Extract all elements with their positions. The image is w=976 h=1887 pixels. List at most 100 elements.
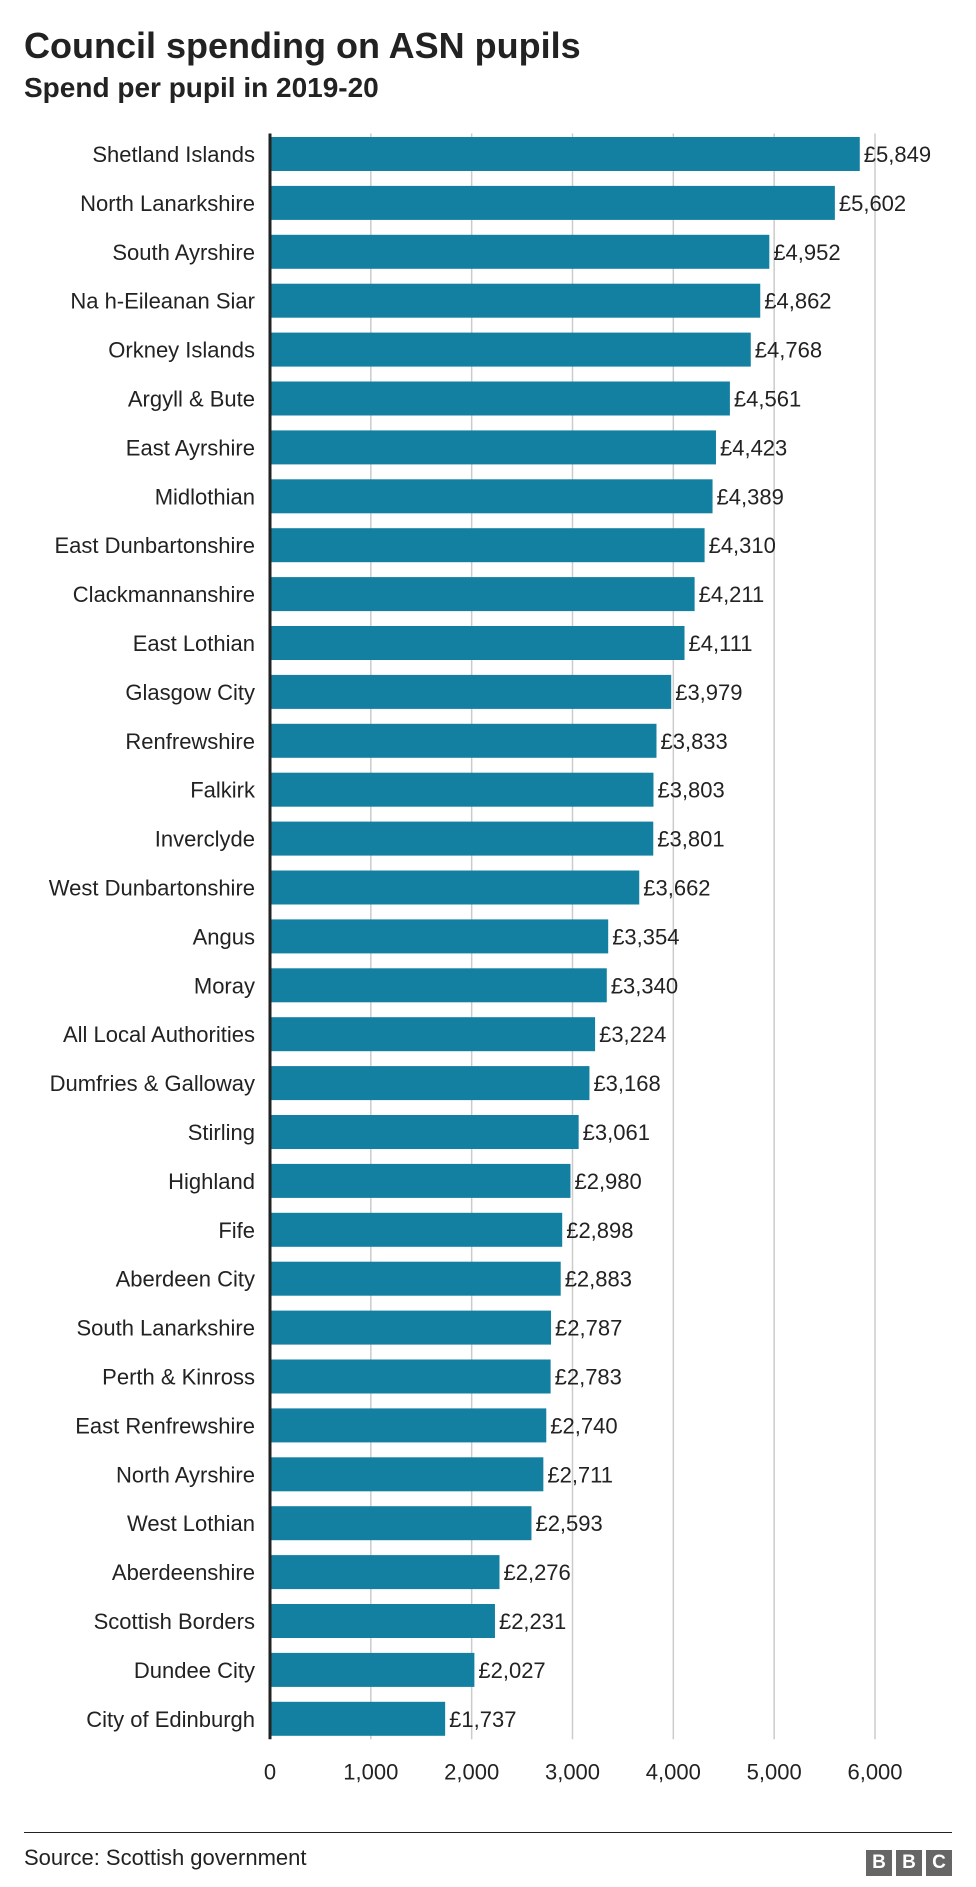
bar <box>270 430 716 465</box>
value-label: £2,740 <box>550 1413 617 1438</box>
bar <box>270 1506 532 1541</box>
x-tick-label: 4,000 <box>646 1759 701 1784</box>
x-tick-label: 1,000 <box>343 1759 398 1784</box>
bar <box>270 381 730 416</box>
category-label: North Ayrshire <box>116 1462 255 1487</box>
value-label: £3,979 <box>675 680 742 705</box>
bar <box>270 1115 579 1149</box>
chart-title: Council spending on ASN pupils <box>24 25 581 66</box>
value-label: £2,883 <box>565 1267 632 1292</box>
chart-subtitle: Spend per pupil in 2019-20 <box>24 72 379 103</box>
value-label: £2,898 <box>566 1218 633 1243</box>
bar <box>270 870 640 905</box>
value-label: £3,061 <box>583 1120 650 1145</box>
bar <box>270 1555 500 1590</box>
bar <box>270 528 705 563</box>
source-note: Source: Scottish government <box>24 1845 307 1870</box>
category-label: Orkney Islands <box>108 338 255 363</box>
category-label: North Lanarkshire <box>80 191 255 216</box>
category-label: East Dunbartonshire <box>54 533 255 558</box>
bar-chart: 0 1,000 2,000 3,000 4,000 5,000 6,000 Shetland … <box>49 133 931 1784</box>
bar <box>270 1212 563 1247</box>
value-label: £4,211 <box>699 582 765 607</box>
value-label: £4,111 <box>689 631 753 656</box>
category-label: Fife <box>218 1218 255 1243</box>
category-label: Renfrewshire <box>125 729 255 754</box>
bar <box>270 1701 446 1736</box>
value-label: £4,561 <box>734 387 801 412</box>
x-tick-label: 5,000 <box>747 1759 802 1784</box>
value-label: £4,423 <box>720 435 787 460</box>
category-label: Stirling <box>188 1120 255 1145</box>
value-label: £2,276 <box>503 1560 570 1585</box>
category-label: All Local Authorities <box>63 1022 255 1047</box>
x-tick-label: 6,000 <box>847 1759 902 1784</box>
value-label: £2,787 <box>555 1316 622 1341</box>
value-label: £4,768 <box>755 338 822 363</box>
category-label: Falkirk <box>190 778 256 803</box>
bar <box>270 1604 495 1638</box>
bar <box>270 674 672 709</box>
value-label: £2,593 <box>535 1511 602 1536</box>
category-label: Clackmannanshire <box>73 582 255 607</box>
bar <box>270 1261 561 1296</box>
bar <box>270 919 609 954</box>
value-label: £4,862 <box>764 289 831 314</box>
bar <box>270 1017 596 1052</box>
category-label: East Ayrshire <box>126 435 255 460</box>
category-label: Aberdeen City <box>116 1267 255 1292</box>
bar <box>270 332 751 367</box>
x-tick-label: 0 <box>264 1759 276 1784</box>
value-label: £5,602 <box>839 191 906 216</box>
value-label: £2,980 <box>574 1169 641 1194</box>
category-label: Aberdeenshire <box>112 1560 255 1585</box>
value-label: £2,783 <box>555 1365 622 1390</box>
category-label: East Renfrewshire <box>75 1413 255 1438</box>
x-tick-label: 2,000 <box>444 1759 499 1784</box>
bar <box>270 772 654 807</box>
bar <box>270 577 695 612</box>
category-label: Shetland Islands <box>92 142 255 167</box>
category-label: City of Edinburgh <box>86 1707 255 1732</box>
category-label: Glasgow City <box>125 680 255 705</box>
bbc-logo-block: C <box>926 1850 952 1876</box>
bar <box>270 723 657 758</box>
category-label: Na h-Eileanan Siar <box>70 289 255 314</box>
category-label: Scottish Borders <box>94 1609 255 1634</box>
category-label: Highland <box>168 1169 255 1194</box>
category-label: Inverclyde <box>155 827 255 852</box>
value-label: £4,389 <box>717 484 784 509</box>
bar <box>270 1066 590 1101</box>
category-label: West Lothian <box>127 1511 255 1536</box>
value-label: £5,849 <box>864 142 931 167</box>
category-label: South Ayrshire <box>112 240 255 265</box>
labels: 0 1,000 2,000 3,000 4,000 5,000 6,000 Shetland … <box>49 142 931 1784</box>
bar <box>270 234 770 269</box>
bbc-logo: B B C <box>866 1850 952 1876</box>
value-label: £4,952 <box>773 240 840 265</box>
category-label: Dumfries & Galloway <box>50 1071 255 1096</box>
bar <box>270 821 654 856</box>
bar <box>270 185 835 220</box>
category-label: South Lanarkshire <box>76 1316 255 1341</box>
value-label: £4,310 <box>709 533 776 558</box>
value-label: £3,168 <box>593 1071 660 1096</box>
value-label: £3,340 <box>611 973 678 998</box>
value-label: £3,803 <box>657 778 724 803</box>
value-label: £3,224 <box>599 1022 666 1047</box>
bar <box>270 968 607 1003</box>
category-label: Dundee City <box>134 1658 255 1683</box>
bar <box>270 283 761 318</box>
value-label: £3,833 <box>660 729 727 754</box>
value-label: £2,231 <box>499 1609 566 1634</box>
bbc-logo-block: B <box>866 1850 892 1876</box>
bar <box>270 137 860 171</box>
bar <box>270 479 713 514</box>
bar <box>270 626 685 660</box>
bar <box>270 1408 547 1443</box>
bar <box>270 1652 475 1687</box>
category-label: Moray <box>194 973 255 998</box>
bar <box>270 1310 552 1345</box>
x-tick-label: 3,000 <box>545 1759 600 1784</box>
category-label: Perth & Kinross <box>102 1365 255 1390</box>
